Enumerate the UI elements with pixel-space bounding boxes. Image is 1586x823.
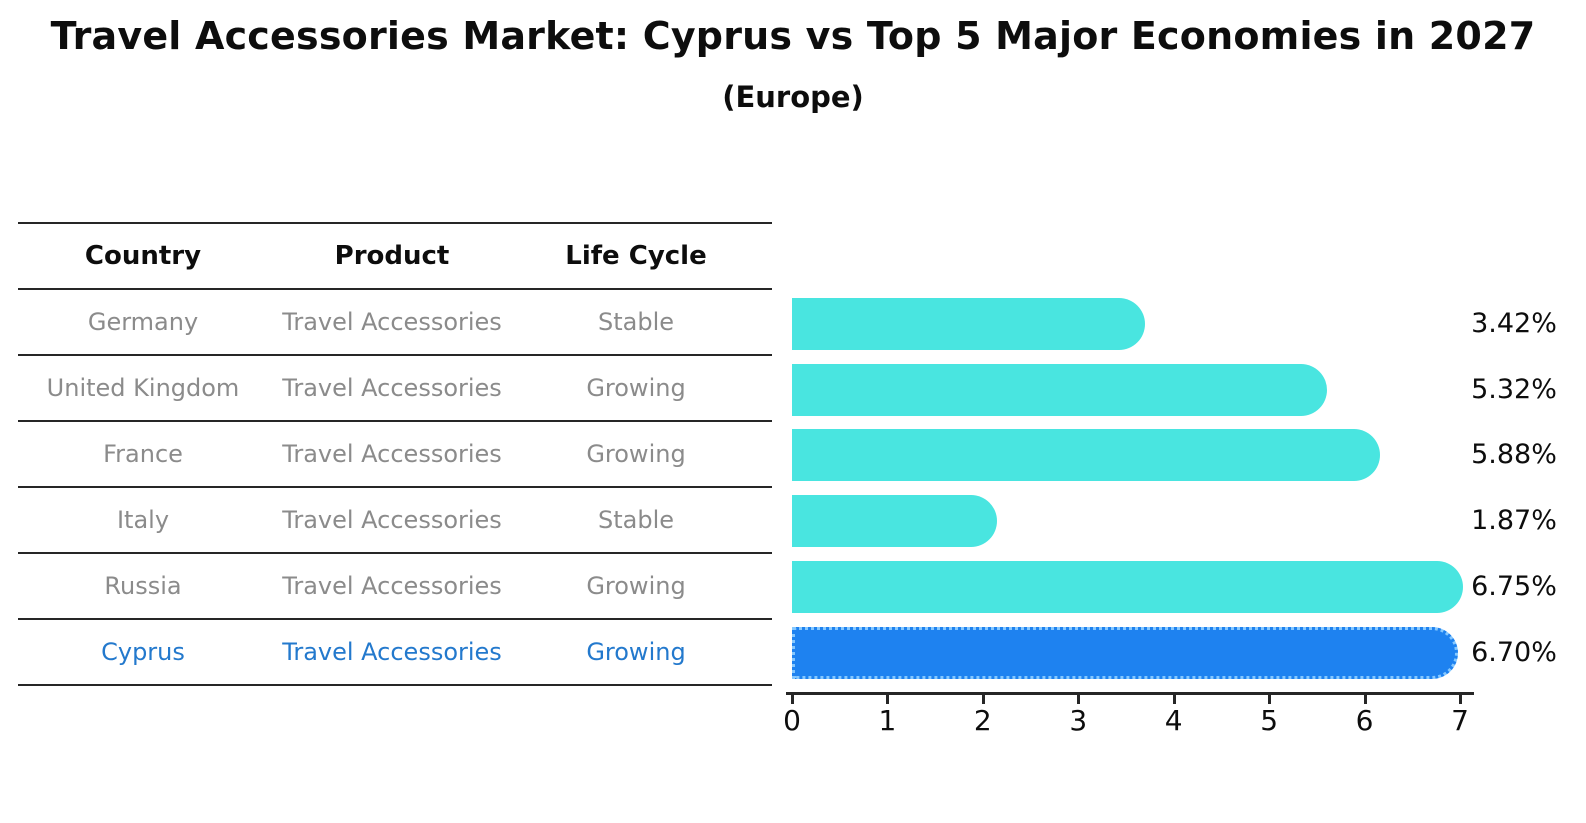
column-header-product: Product (334, 241, 450, 271)
tick-mark (1172, 695, 1176, 704)
table-row-cyprus: Cyprus Travel Accessories Growing (18, 620, 772, 686)
value-label-germany: 3.42% (1471, 308, 1557, 339)
tick-mark (886, 695, 890, 704)
product-cell: Travel Accessories (282, 572, 502, 600)
x-axis-line (786, 692, 1474, 695)
life-cycle-cell: Stable (597, 506, 675, 534)
table-row-russia: Russia Travel Accessories Growing (18, 554, 772, 620)
chart-subtitle: (Europe) (722, 80, 864, 114)
value-label-united-kingdom: 5.32% (1471, 373, 1557, 405)
country-cell: United Kingdom (46, 374, 240, 402)
tick-mark (1459, 695, 1462, 704)
tick-mark (1268, 695, 1272, 704)
bar-cyprus (792, 626, 1459, 679)
country-cell: Cyprus (101, 638, 185, 666)
table-row-france: France Travel Accessories Growing (18, 422, 772, 488)
life-cycle-cell: Growing (586, 440, 686, 468)
country-table: Country Product Life Cycle Germany Trave… (18, 222, 772, 686)
country-cell: Germany (87, 308, 199, 336)
bar-italy (792, 495, 998, 548)
life-cycle-cell: Growing (586, 374, 686, 402)
life-cycle-cell: Stable (597, 308, 675, 336)
product-cell: Travel Accessories (282, 638, 502, 666)
life-cycle-cell: Growing (586, 572, 686, 600)
bar-russia (792, 560, 1464, 613)
table-header-row: Country Product Life Cycle (18, 224, 772, 290)
column-header-country: Country (84, 241, 202, 271)
column-header-life-cycle: Life Cycle (565, 241, 707, 271)
country-cell: Italy (116, 506, 170, 534)
tick-label: 5 (1260, 704, 1279, 737)
product-cell: Travel Accessories (282, 374, 502, 402)
table-row-united-kingdom: United Kingdom Travel Accessories Growin… (18, 356, 772, 422)
table-row-germany: Germany Travel Accessories Stable (18, 290, 772, 356)
tick-mark (1077, 695, 1081, 704)
chart-title: Travel Accessories Market: Cyprus vs Top… (50, 14, 1536, 58)
value-label-russia: 6.75% (1471, 570, 1557, 602)
product-cell: Travel Accessories (282, 440, 502, 468)
bar-germany (792, 298, 1146, 350)
product-cell: Travel Accessories (282, 506, 502, 534)
bar-united-kingdom (792, 363, 1327, 416)
tick-label: 3 (1069, 704, 1088, 737)
country-cell: Russia (104, 572, 182, 600)
value-label-france: 5.88% (1471, 439, 1557, 471)
tick-mark (981, 695, 985, 704)
tick-label: 0 (783, 704, 801, 737)
tick-mark (791, 695, 794, 704)
table-row-italy: Italy Travel Accessories Stable (18, 488, 772, 554)
value-label-italy: 1.87% (1471, 505, 1557, 537)
bar-france (792, 429, 1381, 482)
tick-label: 6 (1355, 704, 1374, 737)
tick-label: 1 (878, 704, 897, 737)
life-cycle-cell: Growing (586, 638, 686, 666)
value-label-cyprus: 6.70% (1471, 636, 1557, 668)
tick-label: 7 (1451, 704, 1469, 737)
tick-mark (1363, 695, 1367, 704)
product-cell: Travel Accessories (282, 308, 502, 336)
country-cell: France (103, 440, 183, 468)
tick-label: 2 (973, 704, 992, 737)
tick-label: 4 (1164, 704, 1183, 737)
